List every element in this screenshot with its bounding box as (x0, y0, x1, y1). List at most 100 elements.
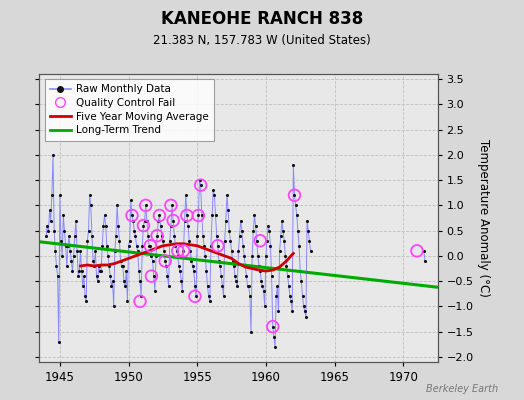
Point (81, 293, 89, 300)
Point (305, 238, 313, 244)
Point (177, 278, 185, 284)
Point (220, 293, 228, 300)
Point (106, 273, 114, 279)
Point (228, 258, 237, 264)
Point (223, 192, 231, 198)
Point (282, 263, 291, 269)
Point (249, 228, 257, 234)
Point (278, 217, 286, 224)
Point (242, 273, 250, 279)
Point (136, 278, 144, 284)
Point (73, 248, 81, 254)
Point (93, 278, 102, 284)
Point (111, 248, 119, 254)
Point (48, 192, 56, 198)
Point (44, 228, 52, 234)
Point (269, 324, 277, 330)
Point (292, 212, 301, 219)
Point (43, 222, 51, 229)
Point (97, 268, 105, 274)
Point (128, 212, 136, 219)
Point (214, 242, 222, 249)
Point (116, 258, 125, 264)
Point (80, 273, 88, 279)
Point (269, 324, 277, 330)
Point (54, 338, 63, 345)
Point (148, 258, 157, 264)
Point (296, 268, 304, 274)
Point (290, 192, 299, 198)
Point (152, 253, 160, 259)
Point (203, 283, 212, 290)
Point (198, 212, 206, 219)
Point (91, 248, 100, 254)
Point (222, 217, 230, 224)
Point (153, 232, 161, 239)
Point (232, 278, 241, 284)
Point (298, 293, 307, 300)
Point (53, 273, 62, 279)
Point (130, 228, 138, 234)
Point (218, 283, 226, 290)
Point (173, 248, 182, 254)
Point (123, 298, 132, 304)
Point (126, 238, 134, 244)
Point (65, 232, 73, 239)
Point (257, 278, 266, 284)
Point (110, 303, 118, 310)
Point (143, 217, 151, 224)
Point (139, 222, 148, 229)
Point (149, 273, 158, 279)
Point (224, 207, 232, 214)
Point (239, 242, 247, 249)
Point (252, 222, 260, 229)
Text: 21.383 N, 157.783 W (United States): 21.383 N, 157.783 W (United States) (153, 34, 371, 47)
Point (168, 202, 176, 208)
Point (191, 283, 199, 290)
Point (238, 228, 246, 234)
Point (246, 293, 254, 300)
Point (100, 212, 108, 219)
Point (151, 288, 159, 294)
Point (66, 248, 74, 254)
Point (281, 253, 290, 259)
Y-axis label: Temperature Anomaly (°C): Temperature Anomaly (°C) (477, 139, 490, 297)
Point (68, 268, 77, 274)
Point (286, 293, 294, 300)
Point (254, 253, 262, 259)
Point (171, 242, 180, 249)
Point (52, 263, 61, 269)
Point (98, 242, 106, 249)
Point (155, 212, 163, 219)
Point (225, 228, 234, 234)
Point (96, 268, 104, 274)
Point (135, 268, 143, 274)
Point (260, 303, 269, 310)
Point (50, 228, 58, 234)
Point (64, 242, 72, 249)
Point (134, 248, 142, 254)
Point (153, 232, 161, 239)
Point (179, 248, 188, 254)
Point (161, 258, 169, 264)
Point (112, 232, 120, 239)
Point (161, 258, 169, 264)
Point (191, 293, 199, 300)
Point (46, 207, 54, 214)
Point (195, 177, 204, 183)
Point (136, 298, 144, 304)
Point (265, 228, 274, 234)
Point (170, 232, 179, 239)
Point (160, 248, 168, 254)
Point (301, 308, 309, 315)
Point (56, 192, 64, 198)
Point (193, 232, 201, 239)
Point (113, 202, 122, 208)
Point (258, 283, 267, 290)
Point (158, 232, 166, 239)
Point (57, 238, 65, 244)
Point (167, 202, 175, 208)
Point (147, 273, 156, 279)
Point (266, 242, 275, 249)
Point (259, 288, 268, 294)
